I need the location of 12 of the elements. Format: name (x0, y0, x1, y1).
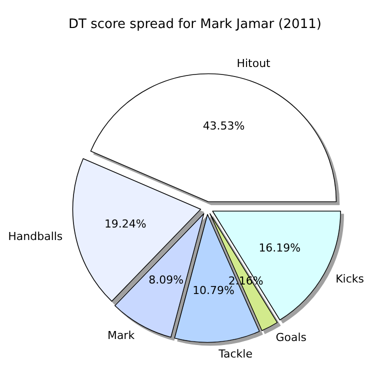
slice-label: Goals (276, 331, 307, 344)
data-label: 10.79% (192, 284, 235, 297)
slice-label: Handballs (8, 230, 63, 243)
slice-label: Kicks (336, 272, 364, 286)
data-label: 16.19% (258, 242, 301, 255)
data-label: 8.09% (148, 273, 184, 286)
chart-title: DT score spread for Mark Jamar (2011) (68, 17, 322, 32)
slice-label: Tackle (218, 348, 253, 361)
slice-label: Hitout (236, 56, 272, 70)
data-label: 43.53% (202, 120, 245, 133)
data-label: 19.24% (104, 217, 146, 230)
slice-label: Mark (107, 329, 136, 342)
